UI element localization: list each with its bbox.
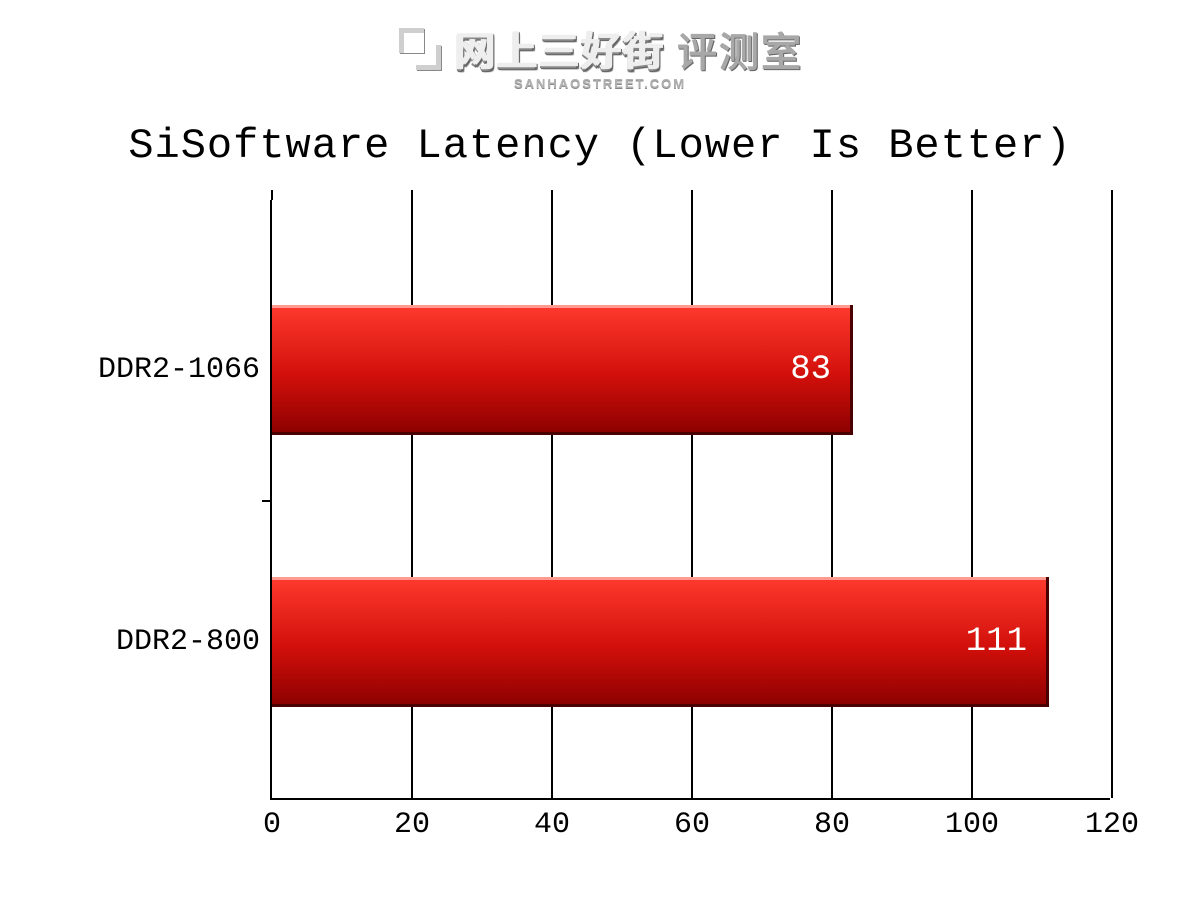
x-tick-top (411, 190, 413, 200)
y-category-label: DDR2-1066 (98, 353, 260, 387)
bar: 111 (272, 577, 1049, 707)
gridline (411, 200, 413, 798)
watermark-main-text: 网上三好街 (449, 20, 671, 78)
bar-edge-bottom (272, 704, 1049, 707)
x-tick-label: 60 (674, 808, 710, 842)
page-root: 网上三好街 评测室 SANHAOSTREET.COM SiSoftware La… (0, 0, 1200, 900)
x-tick-top (271, 190, 273, 200)
bar-value-label: 83 (790, 351, 831, 389)
watermark-line1: 网上三好街 评测室 (397, 20, 803, 78)
bar-edge-right (850, 305, 853, 435)
bar-edge-bottom (272, 432, 853, 435)
x-tick-top (1111, 190, 1113, 200)
gridline (831, 200, 833, 798)
gridline (1111, 200, 1113, 798)
bar-fill (272, 305, 853, 435)
gridline (971, 200, 973, 798)
y-category-label: DDR2-800 (116, 625, 260, 659)
x-tick-label: 80 (814, 808, 850, 842)
bar-edge-top (272, 305, 853, 308)
watermark-logo-icon (397, 26, 443, 72)
x-tick-top (551, 190, 553, 200)
x-tick-label: 100 (945, 808, 999, 842)
x-tick-label: 0 (263, 808, 281, 842)
x-tick-label: 20 (394, 808, 430, 842)
bar-fill (272, 577, 1049, 707)
bar: 83 (272, 305, 853, 435)
x-tick-top (691, 190, 693, 200)
gridline (551, 200, 553, 798)
bar-edge-top (272, 577, 1049, 580)
x-tick-top (971, 190, 973, 200)
x-tick-label: 40 (534, 808, 570, 842)
plot-area: 02040608010012083DDR2-1066111DDR2-800 (270, 200, 1110, 800)
gridline (691, 200, 693, 798)
chart-container: 0 20 40 60 80 100 120 83 DDR2-1066 111 DDR2-800 (70, 200, 1150, 890)
watermark-sub-text: SANHAOSTREET.COM (397, 76, 803, 91)
bar-edge-right (1046, 577, 1049, 707)
x-tick-top (831, 190, 833, 200)
chart-title: SiSoftware Latency (Lower Is Better) (0, 122, 1200, 170)
x-tick-label: 120 (1085, 808, 1139, 842)
watermark-side-text: 评测室 (677, 20, 803, 78)
y-tick-mark (262, 500, 272, 502)
bar-value-label: 111 (966, 623, 1027, 661)
site-watermark: 网上三好街 评测室 SANHAOSTREET.COM (397, 20, 803, 91)
